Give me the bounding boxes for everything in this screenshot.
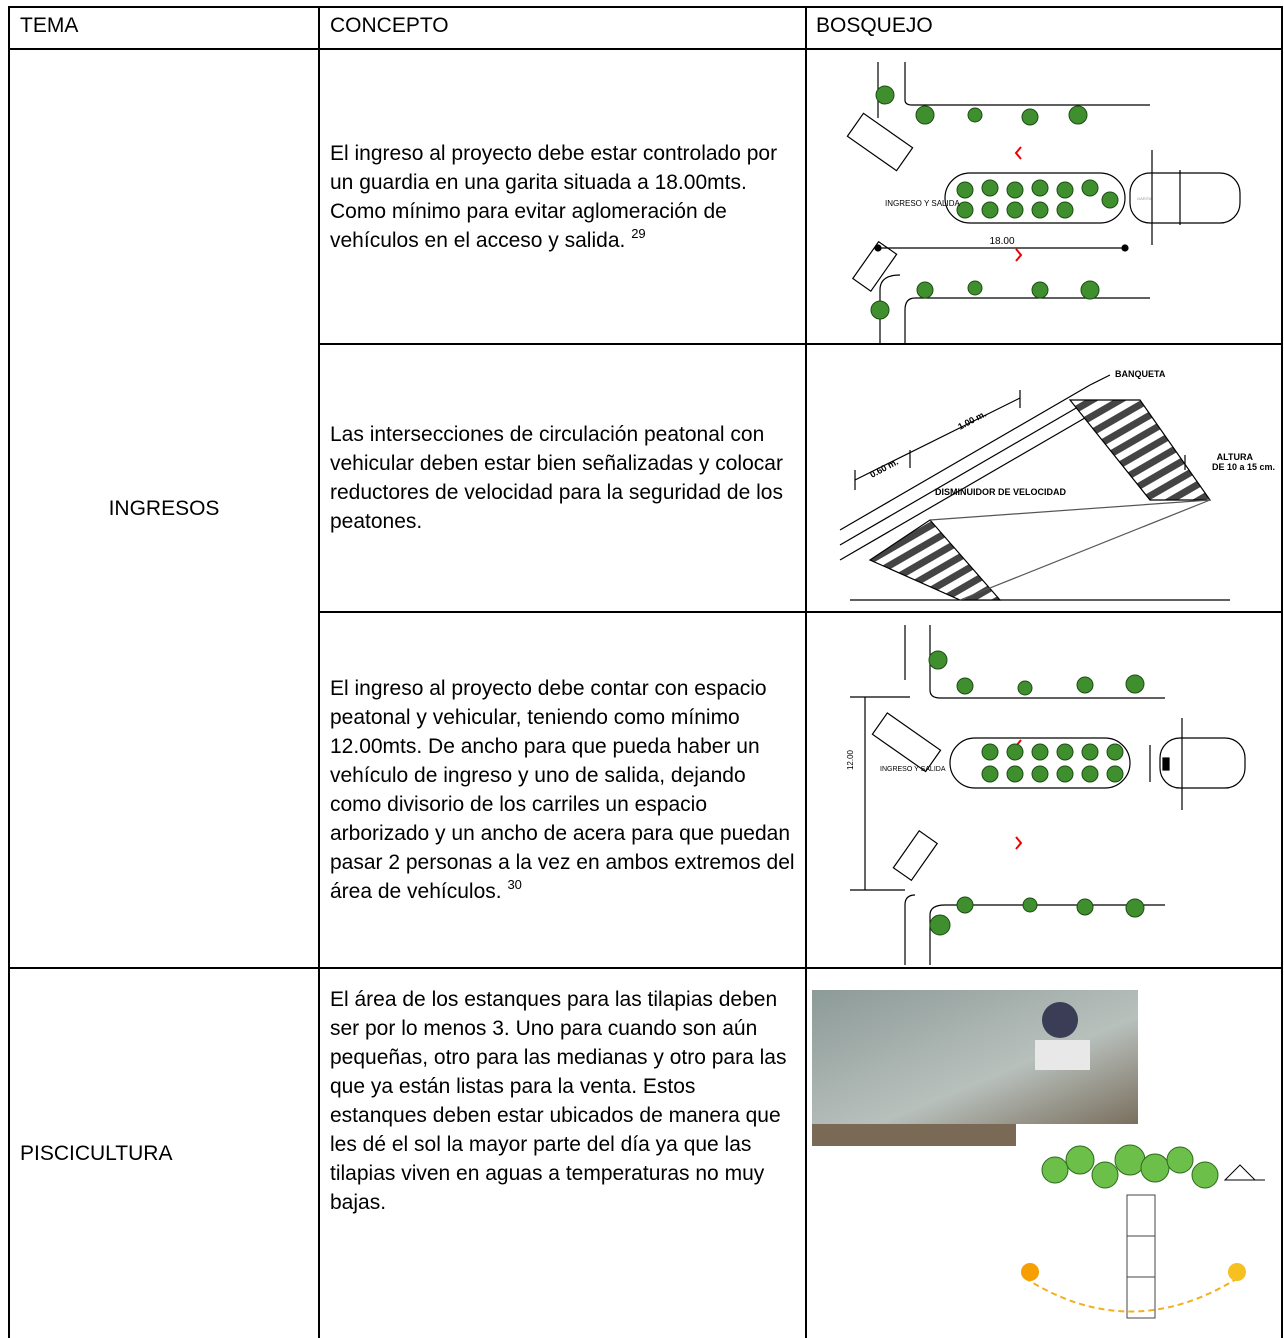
tema-cell: INGRESOS — [10, 50, 318, 967]
border — [318, 6, 320, 1338]
border — [8, 6, 10, 1338]
header-cell: TEMA — [20, 14, 79, 37]
border — [318, 343, 1283, 345]
sketch-label: 0.60 m. — [868, 457, 900, 480]
sketch-label: 12.00 — [846, 749, 855, 770]
sketch-ingreso-peatonal — [850, 625, 1246, 965]
footnote: 30 — [507, 877, 522, 892]
border — [8, 6, 1283, 8]
sketch-label: DE 10 a 15 cm. — [1212, 462, 1275, 472]
concepto: El ingreso al proyecto debe estar contro… — [330, 141, 778, 252]
footnote: 29 — [631, 225, 646, 241]
tema: INGRESOS — [108, 497, 220, 520]
sketch-reductor — [839, 374, 1230, 601]
concepto: El ingreso al proyecto debe contar con e… — [330, 677, 795, 903]
tema-cell: PISCICULTURA — [20, 969, 318, 1338]
border — [805, 6, 807, 1338]
sketch-label: DISMINUIDOR DE VELOCIDAD — [935, 487, 1067, 497]
sketch-label: ALTURA — [1217, 452, 1254, 462]
concepto-cell: El ingreso al proyecto debe contar con e… — [330, 613, 798, 967]
border — [318, 611, 1283, 613]
concepto-cell: El área de los estanques para las tilapi… — [330, 969, 798, 1338]
border — [1281, 6, 1283, 1338]
header-cell: BOSQUEJO — [816, 14, 933, 37]
concepto-cell: El ingreso al proyecto debe estar contro… — [330, 50, 798, 343]
concepto-cell: Las intersecciones de circulación peaton… — [330, 345, 798, 611]
sketch-label: INGRESO Y SALIDA — [880, 766, 946, 773]
sketch-label: BANQUETA — [1115, 369, 1166, 379]
sketch-ingreso — [846, 62, 1241, 345]
sketch-label: 18.00 — [989, 236, 1014, 247]
border — [8, 967, 1283, 969]
sketch-label: INGRESO Y SALIDA — [885, 199, 961, 208]
sketch-label: GARITA — [1137, 196, 1152, 201]
sketch-label: 1.00 m. — [956, 409, 988, 432]
sketch-estanques — [812, 990, 1265, 1319]
header-cell: CONCEPTO — [330, 14, 449, 37]
concepto: El área de los estanques para las tilapi… — [330, 988, 787, 1214]
concepto: Las intersecciones de circulación peaton… — [330, 423, 783, 533]
tema: PISCICULTURA — [20, 1142, 173, 1165]
border — [8, 48, 1283, 50]
